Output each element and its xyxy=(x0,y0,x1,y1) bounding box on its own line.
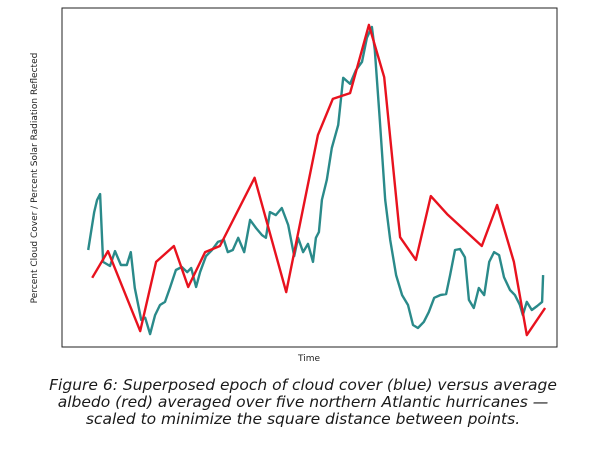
caption-line: Figure 6: Superposed epoch of cloud cove… xyxy=(49,376,557,394)
series-line xyxy=(87,25,545,336)
caption-line: albedo (red) averaged over five northern… xyxy=(58,393,549,411)
x-axis-label: Time xyxy=(297,354,320,364)
caption-line: scaled to minimize the square distance b… xyxy=(86,410,520,428)
plot-frame xyxy=(61,7,558,348)
series-line xyxy=(91,23,547,337)
y-axis-label: Percent Cloud Cover / Percent Solar Radi… xyxy=(30,53,40,304)
